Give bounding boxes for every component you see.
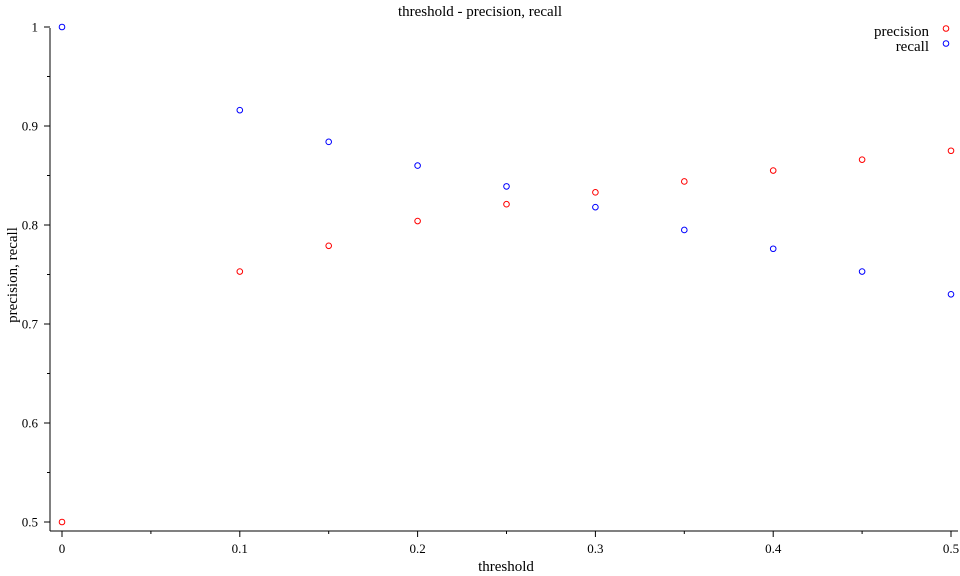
precision-point [858,156,866,163]
x-axis-title: threshold [478,559,534,575]
x-tick-label: 0.5 [943,541,959,556]
x-tick-label: 0.1 [232,541,248,556]
chart-title: threshold - precision, recall [398,4,562,20]
y-axis-title: precision, recall [5,227,21,323]
precision-point [681,178,688,185]
precision-point [769,167,777,174]
precision-point [414,217,421,225]
legend-label-precision: precision [874,24,929,40]
x-axis-ticks: 0 0.1 0.2 0.3 0.4 0.5 [59,531,959,556]
recall-point [325,138,333,146]
y-axis-ticks: 0.5 0.6 0.7 0.8 0.9 1 [22,20,50,530]
legend-marker-precision [942,25,950,32]
precision-point [947,147,955,155]
recall-point [681,226,688,234]
x-tick-label: 0.2 [409,541,425,556]
data-points [58,23,955,526]
y-tick-label: 0.7 [22,317,39,332]
x-tick-label: 0.4 [765,541,782,556]
legend-label-recall: recall [896,39,929,55]
recall-point [947,291,955,298]
legend-marker-recall [942,40,950,47]
y-tick-label: 0.9 [22,119,38,134]
x-tick-label: 0 [59,541,66,556]
precision-point [236,268,244,275]
y-tick-label: 0.5 [22,515,38,530]
recall-point [769,245,777,253]
recall-point [414,162,421,169]
precision-point [58,518,66,526]
y-tick-label: 0.8 [22,218,38,233]
precision-point [592,189,599,196]
recall-point [858,268,866,275]
precision-point [503,200,510,208]
precision-point [325,242,333,250]
x-tick-label: 0.3 [587,541,603,556]
recall-point [58,23,66,31]
y-tick-label: 1 [32,20,39,35]
y-tick-label: 0.6 [22,416,39,431]
recall-point [503,183,510,190]
recall-point [592,203,599,211]
recall-point [236,106,244,114]
